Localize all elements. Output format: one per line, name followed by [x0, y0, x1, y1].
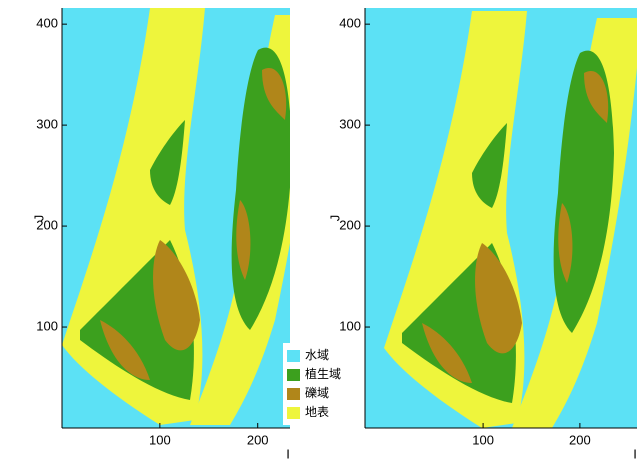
x-tick-label: 200 — [569, 432, 591, 447]
figure: 100200300400100200IJ100200300400100200IJ… — [0, 0, 638, 464]
legend-swatch — [287, 388, 300, 400]
y-axis-label: J — [31, 215, 46, 222]
y-tick-label: 100 — [36, 318, 58, 333]
y-tick-label: 400 — [339, 16, 361, 31]
legend-label: 礫域 — [305, 385, 329, 400]
y-tick-label: 100 — [339, 318, 361, 333]
x-tick-label: 100 — [472, 432, 494, 447]
panel-right-raster — [365, 8, 638, 428]
y-tick-label: 200 — [339, 218, 361, 233]
legend-swatch — [287, 369, 300, 381]
legend-swatch — [287, 350, 300, 362]
legend-swatch — [287, 407, 300, 419]
x-axis-label: I — [633, 446, 637, 461]
x-tick-label: 100 — [149, 432, 171, 447]
y-tick-label: 400 — [36, 16, 58, 31]
y-tick-label: 300 — [36, 117, 58, 132]
legend-label: 地表 — [305, 405, 329, 419]
y-axis-label: J — [327, 215, 342, 222]
legend-label: 水域 — [305, 348, 329, 362]
panel-left-raster — [62, 8, 320, 428]
y-tick-label: 300 — [339, 117, 361, 132]
x-axis-label: I — [286, 446, 290, 461]
x-tick-label: 200 — [247, 432, 269, 447]
legend-label: 植生域 — [305, 366, 341, 381]
